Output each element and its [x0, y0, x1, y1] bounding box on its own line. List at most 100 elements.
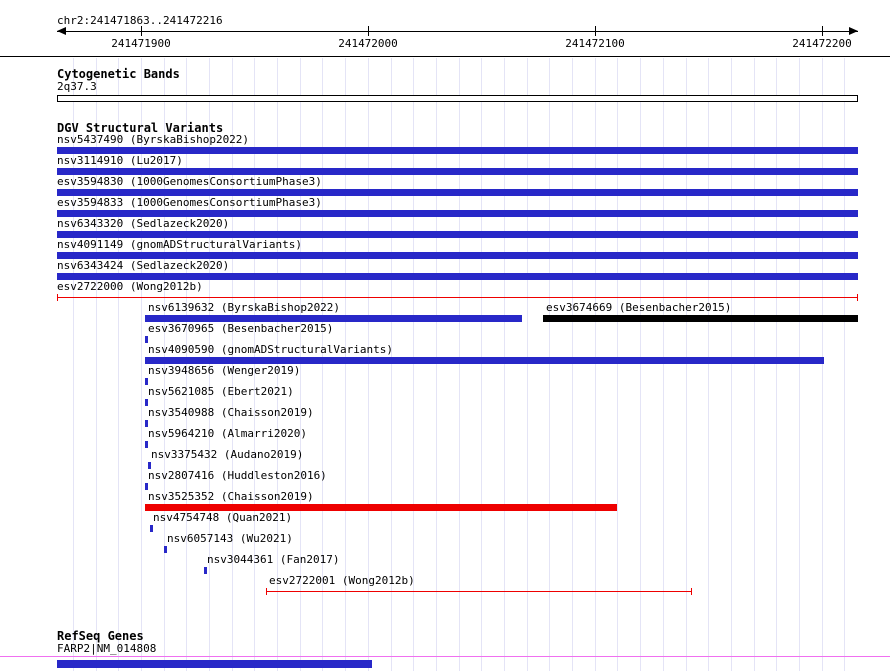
variant-hairline-part — [57, 294, 58, 301]
gridline — [300, 58, 301, 671]
variant-bar[interactable] — [145, 504, 617, 511]
gridline — [322, 58, 323, 671]
variant-label: nsv5621085 (Ebert2021) — [148, 385, 294, 398]
gridline — [844, 58, 845, 671]
gridline — [391, 58, 392, 671]
gridline — [436, 58, 437, 671]
cytoband-glyph[interactable] — [57, 95, 858, 102]
variant-label: nsv4090590 (gnomADStructuralVariants) — [148, 343, 394, 356]
variant-label: nsv6057143 (Wu2021) — [167, 532, 293, 545]
gridline — [731, 58, 732, 671]
gridline — [549, 58, 550, 671]
variant-label: nsv3375432 (Audano2019) — [151, 448, 304, 461]
gridline — [186, 58, 187, 671]
variant-hairline-part — [266, 588, 267, 595]
variant-bar[interactable] — [145, 315, 522, 322]
variant-bar[interactable] — [145, 399, 148, 406]
variant-bar[interactable] — [145, 357, 824, 364]
ruler-tick — [368, 26, 369, 36]
variant-hairline-part — [266, 591, 692, 592]
cytobands-track-title: Cytogenetic Bands — [57, 67, 180, 81]
gridline — [776, 58, 777, 671]
variant-bar[interactable] — [145, 336, 148, 343]
variant-hairline-part — [691, 588, 692, 595]
gridline — [708, 58, 709, 671]
gridline — [799, 58, 800, 671]
gridline — [254, 58, 255, 671]
ruler-tick — [822, 26, 823, 36]
variant-label: nsv3948656 (Wenger2019) — [148, 364, 301, 377]
ruler-tick-label: 241472000 — [338, 37, 398, 50]
variant-label: esv2722000 (Wong2012b) — [57, 280, 203, 293]
cytoband-label: 2q37.3 — [57, 80, 97, 93]
ruler-tick-label: 241471900 — [111, 37, 171, 50]
variant-bar[interactable] — [148, 462, 151, 469]
variant-label: nsv4091149 (gnomADStructuralVariants) — [57, 238, 303, 251]
variant-label: nsv2807416 (Huddleston2016) — [148, 469, 327, 482]
gridline — [504, 58, 505, 671]
track-separator-line — [0, 656, 890, 657]
variant-bar[interactable] — [543, 315, 858, 322]
variant-label: nsv6343320 (Sedlazeck2020) — [57, 217, 230, 230]
variant-label: esv3594833 (1000GenomesConsortiumPhase3) — [57, 196, 322, 209]
variant-bar[interactable] — [145, 420, 148, 427]
variant-bar[interactable] — [57, 252, 858, 259]
gridline — [368, 58, 369, 671]
ruler-tick — [595, 26, 596, 36]
gridline — [277, 58, 278, 671]
variant-bar[interactable] — [150, 525, 153, 532]
variant-label: esv3594830 (1000GenomesConsortiumPhase3) — [57, 175, 322, 188]
ruler-left-arrow-icon — [57, 27, 66, 35]
gridline — [686, 58, 687, 671]
variant-bar[interactable] — [57, 210, 858, 217]
variant-label: nsv6343424 (Sedlazeck2020) — [57, 259, 230, 272]
variant-label: nsv3540988 (Chaisson2019) — [148, 406, 314, 419]
gridline — [164, 58, 165, 671]
variant-label: esv3674669 (Besenbacher2015) — [546, 301, 732, 314]
gridline — [640, 58, 641, 671]
variant-label: esv2722001 (Wong2012b) — [269, 574, 415, 587]
variant-label: nsv3114910 (Lu2017) — [57, 154, 183, 167]
gridline — [141, 58, 142, 671]
gridline — [663, 58, 664, 671]
variant-bar[interactable] — [57, 168, 858, 175]
variant-hairline-part — [857, 294, 858, 301]
gene-label: FARP2|NM_014808 — [57, 642, 157, 655]
gridline — [345, 58, 346, 671]
variant-bar[interactable] — [57, 189, 858, 196]
gridline — [481, 58, 482, 671]
gene-bar[interactable] — [57, 660, 372, 668]
variant-bar[interactable] — [57, 294, 858, 301]
gridline — [572, 58, 573, 671]
variant-bar[interactable] — [145, 441, 148, 448]
region-position-label: chr2:241471863..241472216 — [57, 14, 223, 27]
variant-bar[interactable] — [57, 147, 858, 154]
gridline — [822, 58, 823, 671]
gridline — [118, 58, 119, 671]
variant-bar[interactable] — [57, 273, 858, 280]
gridline — [754, 58, 755, 671]
ruler-right-arrow-icon — [849, 27, 858, 35]
variant-bar[interactable] — [145, 483, 148, 490]
variant-label: nsv5437490 (ByrskaBishop2022) — [57, 133, 250, 146]
variant-bar[interactable] — [164, 546, 167, 553]
variant-label: nsv3044361 (Fan2017) — [207, 553, 340, 566]
variant-bar[interactable] — [266, 588, 692, 595]
variant-bar[interactable] — [57, 231, 858, 238]
variant-bar[interactable] — [204, 567, 207, 574]
variant-label: esv3670965 (Besenbacher2015) — [148, 322, 334, 335]
variant-label: nsv5964210 (Almarri2020) — [148, 427, 307, 440]
ruler-tick — [141, 26, 142, 36]
gridline — [413, 58, 414, 671]
refseq-track-title: RefSeq Genes — [57, 629, 144, 643]
gridline — [527, 58, 528, 671]
gridline — [209, 58, 210, 671]
variant-label: nsv4754748 (Quan2021) — [153, 511, 293, 524]
gridline — [96, 58, 97, 671]
gridline — [617, 58, 618, 671]
gridline — [595, 58, 596, 671]
ruler-line — [57, 31, 858, 32]
variant-bar[interactable] — [145, 378, 148, 385]
gridline — [232, 58, 233, 671]
dgv-variant-rows: nsv5437490 (ByrskaBishop2022) nsv3114910 … — [0, 134, 890, 614]
